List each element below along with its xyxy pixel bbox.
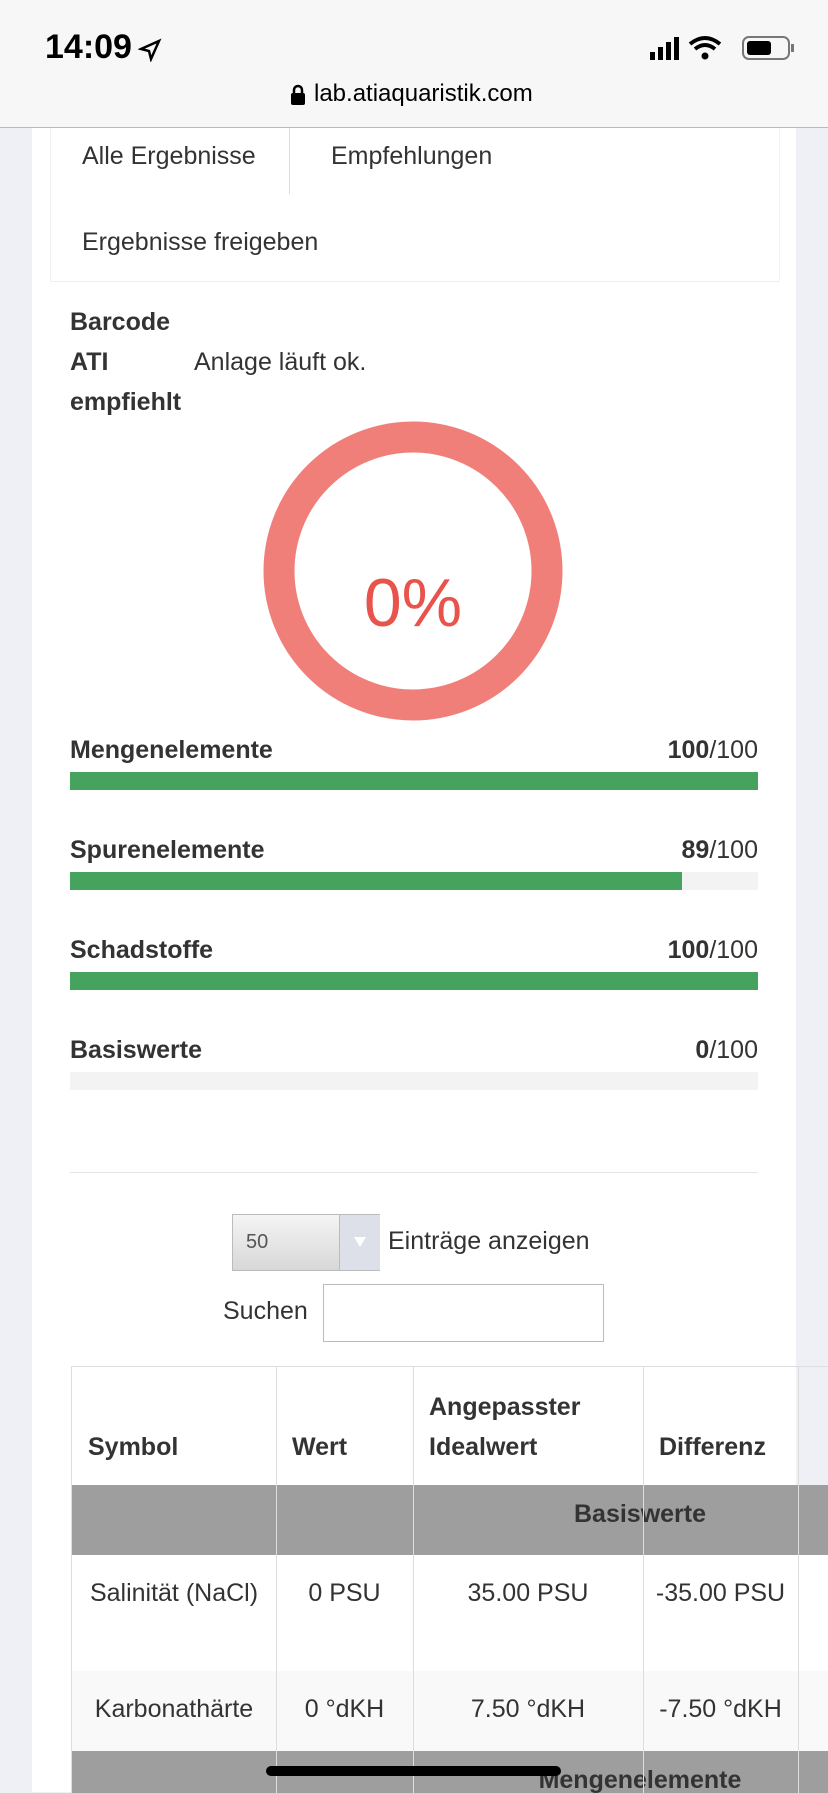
column-header: Wert [292,1433,348,1461]
divider [70,1172,758,1173]
gauge: 0% [263,421,563,721]
score: 100 [667,936,710,964]
tab[interactable]: Alle Ergebnisse [82,142,256,170]
tab[interactable]: Empfehlungen [331,142,493,170]
label: Barcode [70,308,171,336]
score-total: /100 [709,936,758,964]
col-line [643,1367,644,1793]
progress-track [70,1072,758,1090]
status-bar: 14:09 lab.atiaquaristik.com [0,0,828,128]
home-indicator [266,1766,561,1776]
table-cell: Salinität (NaCl) [89,1579,259,1607]
tab-area [50,128,780,282]
score-value: 100/100 [668,936,758,965]
progress-fill [70,772,758,790]
score: 100 [667,736,710,764]
col-line [798,1367,799,1793]
score: 0 [695,1036,710,1064]
label: ATI [70,348,109,376]
lock-icon [291,84,305,105]
table-cell: 0 PSU [308,1579,381,1607]
score: 89 [681,836,710,864]
table-cell: 35.00 PSU [467,1579,589,1607]
score-value: 0/100 [695,1036,758,1065]
score-total: /100 [709,736,758,764]
table-cell: 7.50 °dKH [470,1695,586,1723]
select-arrow [339,1215,380,1270]
table-cell: 0 °dKH [304,1695,385,1723]
score-total: /100 [709,836,758,864]
table-cell: -7.50 °dKH [659,1695,782,1723]
progress-track [70,772,758,790]
recommendation: Anlage läuft ok. [194,348,367,376]
select-label: Einträge anzeigen [388,1227,590,1255]
progress-track [70,972,758,990]
table-row [72,1671,828,1752]
score-value: 100/100 [668,736,758,765]
group-title: Basiswerte [573,1500,707,1528]
group-title: Mengenelemente [538,1766,742,1793]
clock: 14:09 [45,28,132,66]
progress-fill [70,872,683,890]
tab[interactable]: Ergebnisse freigeben [82,228,319,256]
url[interactable]: lab.atiaquaristik.com [314,80,533,107]
column-header: Differenz [659,1433,766,1461]
label: empfiehlt [70,388,182,416]
column-header: Angepasster Idealwert [429,1393,581,1461]
table-cell: -35.00 PSU [655,1579,786,1607]
score-name: Basiswerte [70,1036,203,1064]
col-line [413,1367,414,1793]
progress-fill [70,972,758,990]
search-input[interactable] [323,1284,604,1342]
tab-divider [289,128,290,194]
column-header: Symbol [88,1433,179,1461]
select-value: 50 [246,1231,269,1253]
score-name: Mengenelemente [70,736,273,764]
group-row: Basiswerte [72,1485,828,1555]
col-line [276,1367,277,1793]
page-size-select[interactable]: 50 [232,1214,380,1271]
location-icon [138,38,162,62]
search-label: Suchen [223,1297,308,1325]
table-row [72,1555,828,1672]
gauge-label: 0% [364,565,462,641]
score-name: Spurenelemente [70,836,265,864]
gauge-ring [263,421,563,721]
results-table: Symbol Wert Angepasster Idealwert Differenz… [71,1366,828,1793]
score-value: 89/100 [682,836,758,865]
score-total: /100 [709,1036,758,1064]
score-name: Schadstoffe [70,936,214,964]
table-cell: Karbonathärte [94,1695,254,1723]
status-icons [650,36,794,60]
progress-track [70,872,758,890]
